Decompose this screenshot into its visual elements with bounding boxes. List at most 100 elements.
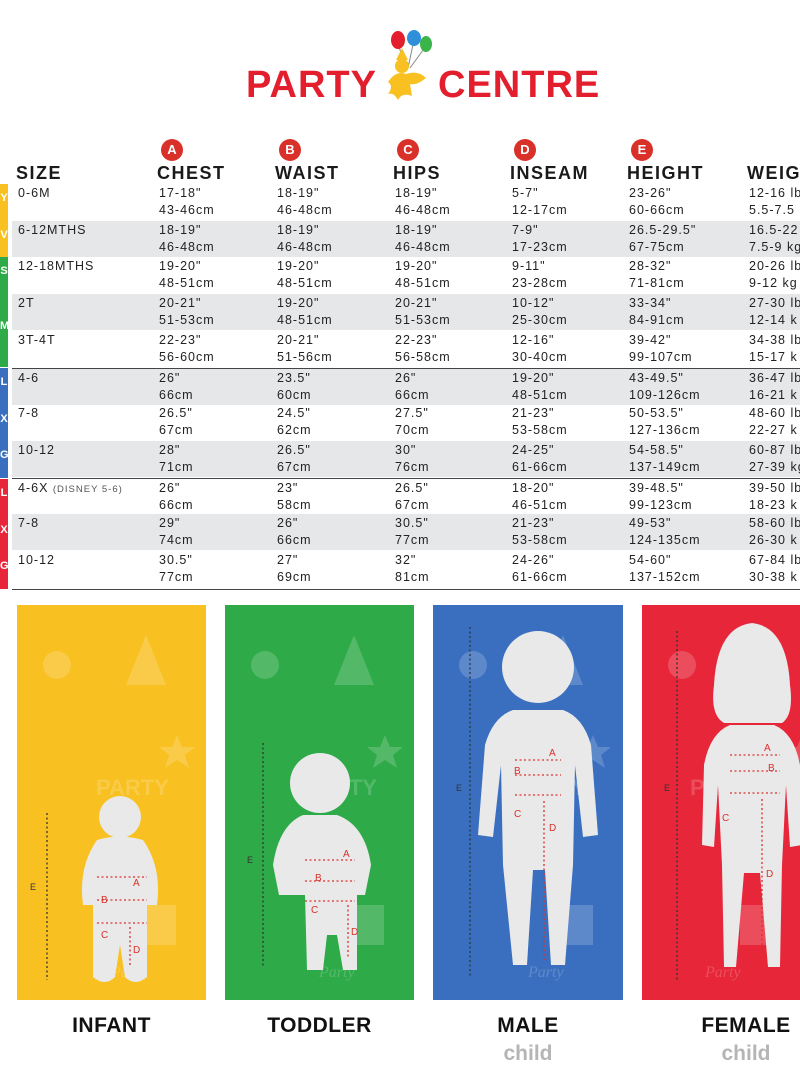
side-tab-3 (0, 479, 8, 589)
party-script-word: Party (704, 964, 741, 981)
weight-cell: 67-84 lb 30-38 k (749, 553, 800, 584)
size-row: 0-6M 17-18" 43-46cm 18-19" 46-48cm 18-19" 46-… (12, 184, 800, 220)
weight-cell: 20-26 lb 9-12 kg (749, 259, 800, 291)
size-cell: 3T-4T (18, 332, 56, 347)
weight-cell: 36-47 lb 16-21 k (749, 370, 800, 402)
infant-body-figure: PARTYPartyEABCD (30, 635, 195, 982)
figure-subcaption-female: child (721, 1042, 771, 1065)
measurement-letter: B (514, 766, 521, 777)
figure-caption-male: MALE (497, 1014, 559, 1037)
waist-cell: 23.5" 60cm (277, 370, 312, 402)
side-tab-0 (0, 184, 8, 257)
size-note: (DISNEY 5-6) (52, 483, 123, 495)
measurement-letter: D (549, 823, 556, 834)
waist-cell: 26" 66cm (277, 516, 312, 548)
column-letter-badge-b: B (279, 139, 301, 161)
weight-cell: 48-60 lb 22-27 k (749, 406, 800, 438)
inseam-cell: 12-16" 30-40cm (512, 332, 568, 364)
hips-cell: 20-21" 51-53cm (395, 296, 451, 328)
inseam-cell: 7-9" 17-23cm (512, 222, 568, 254)
chest-cell: 28" 71cm (159, 442, 194, 474)
head-shape (99, 796, 141, 838)
party-script-word: Party (527, 964, 564, 981)
waist-cell: 18-19" 46-48cm (277, 186, 333, 217)
size-row: 10-12 30.5" 77cm 27" 69cm 32" 81cm 24-26" 61-66… (12, 551, 800, 587)
measurement-letter: D (766, 869, 773, 880)
mascot-balloons-icon (388, 30, 432, 100)
figure-panel-female: PARTYPartyEABCD (642, 605, 800, 1000)
size-row: 3T-4T 22-23" 56-60cm 20-21" 51-56cm 22-23" 56… (12, 331, 800, 367)
side-tab-letter: M (0, 320, 10, 332)
height-cell: 28-32" 71-81cm (629, 259, 685, 291)
weight-cell: 16.5-22 7.5-9 kg (749, 222, 800, 254)
chest-cell: 18-19" 46-48cm (159, 222, 215, 254)
chest-cell: 26" 66cm (159, 370, 194, 402)
hips-cell: 30.5" 77cm (395, 516, 430, 548)
party-hat-icon (126, 635, 166, 685)
measurement-letter: A (764, 743, 771, 754)
size-cell: 12-18MTHS (18, 259, 95, 274)
column-header-hips: HIPS (393, 163, 442, 183)
waist-cell: 24.5" 62cm (277, 406, 312, 438)
column-letter-badge-a: A (161, 139, 183, 161)
column-header-size: SIZE (16, 163, 63, 183)
figure-caption-infant: INFANT (72, 1014, 151, 1037)
star-icon (367, 735, 403, 768)
side-tab-letter: G (0, 449, 9, 462)
side-tab-letter: S (0, 265, 8, 277)
measurement-letter: C (514, 809, 521, 820)
body-shape (478, 710, 598, 965)
hips-cell: 26" 66cm (395, 370, 430, 402)
chest-cell: 20-21" 51-53cm (159, 296, 215, 328)
weight-cell: 12-16 lb 5.5-7.5 (749, 186, 800, 217)
column-header-height: HEIGHT (627, 163, 705, 183)
measurement-letter: A (133, 878, 140, 889)
figure-subcaption-male: child (503, 1042, 553, 1065)
gift-icon (146, 905, 176, 945)
weight-cell: 34-38 lb 15-17 k (749, 332, 800, 364)
waist-cell: 19-20" 48-51cm (277, 259, 333, 291)
side-tab-letter: X (0, 412, 8, 425)
waist-cell: 27" 69cm (277, 553, 312, 584)
inseam-cell: 18-20" 46-51cm (512, 480, 568, 512)
chest-cell: 19-20" 48-51cm (159, 259, 215, 291)
height-cell: 39-42" 99-107cm (629, 332, 693, 364)
height-cell: 54-58.5" 137-149cm (629, 442, 701, 474)
height-cell: 39-48.5" 99-123cm (629, 480, 693, 512)
height-cell: 50-53.5" 127-136cm (629, 406, 701, 438)
measurement-letter: C (101, 930, 108, 941)
chest-cell: 26.5" 67cm (159, 406, 194, 438)
weight-cell: 27-30 lb 12-14 k (749, 296, 800, 328)
size-cell: 7-8 (18, 516, 40, 531)
logo-word-centre: CENTRE (438, 64, 601, 106)
column-header-weight: WEIG (747, 163, 800, 183)
table-bottom-rule (12, 589, 800, 590)
hips-cell: 27.5" 70cm (395, 406, 430, 438)
party-hat-icon (334, 635, 374, 685)
waist-cell: 23" 58cm (277, 480, 312, 512)
column-header-waist: WAIST (275, 163, 340, 183)
column-letter-badge-c: C (397, 139, 419, 161)
size-row: 4-6X (DISNEY 5-6) 26" 66cm 23" 58cm 26.5" 67cm… (12, 477, 800, 515)
chest-cell: 29" 74cm (159, 516, 194, 548)
hips-cell: 19-20" 48-51cm (395, 259, 451, 291)
size-cell: 2T (18, 296, 35, 311)
body-shape (702, 725, 800, 967)
size-cell: 6-12MTHS (18, 222, 87, 237)
measurement-letter: E (30, 882, 36, 892)
figure-panel-male: PARTYPartyEABCD (433, 605, 623, 1000)
body-shape (273, 815, 371, 970)
head-shape (502, 631, 574, 703)
height-cell: 49-53" 124-135cm (629, 516, 701, 548)
side-tab-letter: G (0, 560, 9, 573)
measurement-letter: A (549, 748, 556, 759)
inseam-cell: 21-23" 53-58cm (512, 516, 568, 548)
side-tab-2 (0, 368, 8, 478)
hips-cell: 18-19" 46-48cm (395, 186, 451, 217)
inseam-cell: 24-25" 61-66cm (512, 442, 568, 474)
female-body-figure: PARTYPartyEABCD (664, 623, 800, 981)
figure-caption-toddler: TODDLER (267, 1014, 372, 1037)
size-cell: 4-6 (18, 370, 40, 385)
column-letter-badge-e: E (631, 139, 653, 161)
column-letter-badge-d: D (514, 139, 536, 161)
